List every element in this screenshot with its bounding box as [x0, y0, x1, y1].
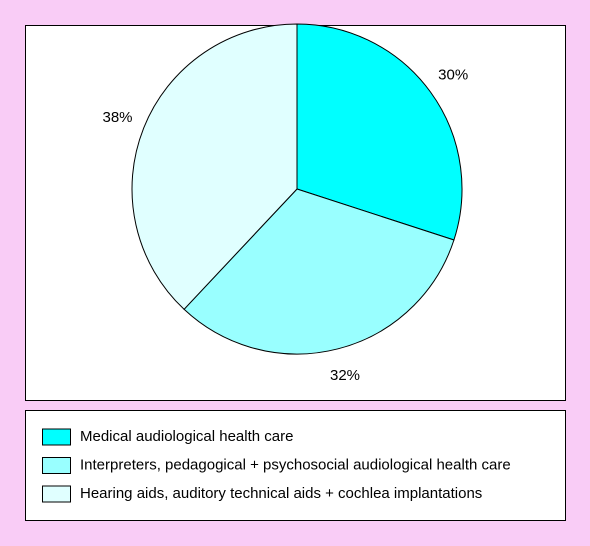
pie-slice	[296, 23, 463, 241]
legend-swatch	[42, 457, 71, 474]
pie-slice	[183, 188, 455, 355]
data-label: 38%	[102, 109, 132, 126]
pie-slice	[131, 23, 298, 310]
legend-label: Hearing aids, auditory technical aids + …	[80, 485, 482, 502]
legend-label: Interpreters, pedagogical + psychosocial…	[80, 456, 511, 473]
legend	[25, 410, 566, 521]
legend-label: Medical audiological health care	[80, 428, 293, 445]
data-label: 32%	[330, 367, 360, 384]
data-label: 30%	[438, 66, 468, 83]
legend-swatch	[42, 428, 71, 446]
legend-swatch	[42, 485, 71, 503]
